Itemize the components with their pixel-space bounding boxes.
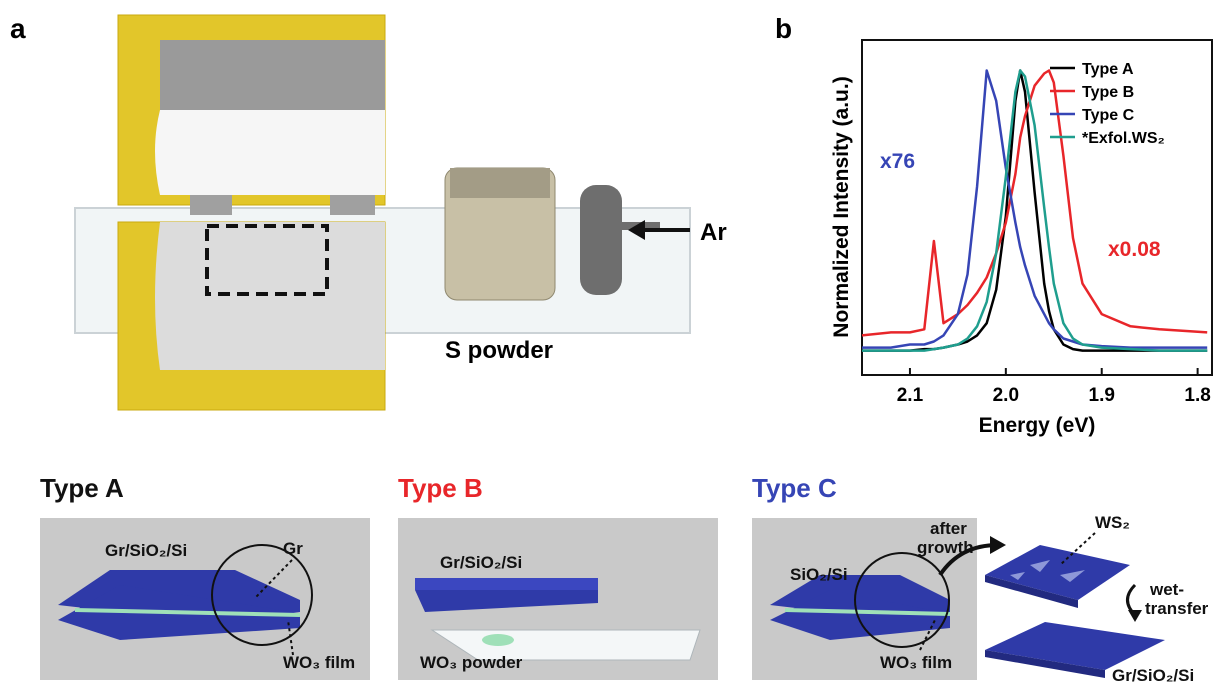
annotation: x76 [880,150,915,173]
substrate-label: SiO₂/Si [790,565,848,584]
target-label: Gr/SiO₂/Si [1112,666,1194,684]
product-label: WS₂ [1095,513,1130,532]
step-label: transfer [1145,599,1209,618]
step-label: wet- [1149,580,1184,599]
legend-label: Type B [1082,84,1134,101]
step-label: growth [917,538,974,557]
x-tick-label: 1.9 [1089,385,1115,406]
x-tick-label: 2.0 [993,385,1019,406]
gas-label: Ar [700,219,727,246]
source-label: WO₃ film [880,653,952,672]
legend-label: Type A [1082,61,1134,78]
substrate-label: Gr/SiO₂/Si [440,553,522,572]
x-tick-label: 2.1 [897,385,924,406]
x-tick-label: 1.8 [1184,385,1210,406]
step-label: after [930,519,967,538]
legend-label: Type C [1082,107,1135,124]
source-label: WO₃ powder [420,653,523,672]
source-label: WO₃ film [283,653,355,672]
panel-label: a [10,13,26,44]
legend-label: *Exfol.WS₂ [1082,130,1165,147]
panel-title: Type B [398,473,483,503]
figure: a Ar S powder b Normalized Intensity (a.… [0,0,1228,684]
substrate-label: Gr/SiO₂/Si [105,541,187,560]
annotation: x0.08 [1108,238,1161,261]
panel-title: Type A [40,473,124,503]
spectrum-line [862,71,1207,348]
panel-label: b [775,13,792,44]
source-label: S powder [445,337,553,364]
y-axis-label: Normalized Intensity (a.u.) [830,76,853,337]
panel-title: Type C [752,473,837,503]
x-axis-label: Energy (eV) [979,414,1096,437]
layer-label: Gr [283,539,303,558]
spectrum-line [862,71,1207,351]
spectrum-line [862,71,1207,351]
furnace-illustration [75,15,690,410]
